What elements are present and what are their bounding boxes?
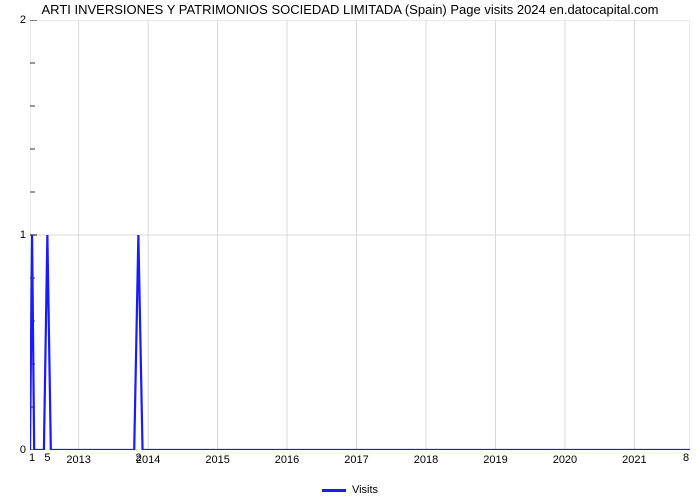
- xtick-label: 2016: [275, 454, 299, 466]
- xtick-label: 2015: [205, 454, 229, 466]
- xtick-label: 2020: [553, 454, 577, 466]
- overlay-value-label: 8: [683, 452, 689, 464]
- overlay-value-label: 2: [135, 452, 141, 464]
- overlay-value-label: 5: [44, 452, 50, 464]
- chart-svg: [30, 20, 690, 450]
- legend-label: Visits: [352, 484, 378, 496]
- xtick-label: 2017: [344, 454, 368, 466]
- xtick-label: 2021: [622, 454, 646, 466]
- plot-area: [30, 20, 690, 450]
- ytick-label: 0: [20, 444, 26, 456]
- xtick-label: 2013: [66, 454, 90, 466]
- ytick-label: 2: [20, 14, 26, 26]
- xtick-label: 2019: [483, 454, 507, 466]
- xtick-label: 2018: [414, 454, 438, 466]
- legend-swatch: [322, 489, 346, 492]
- overlay-value-label: 1: [29, 452, 35, 464]
- chart-container: ARTI INVERSIONES Y PATRIMONIOS SOCIEDAD …: [0, 0, 700, 500]
- chart-title: ARTI INVERSIONES Y PATRIMONIOS SOCIEDAD …: [0, 2, 700, 17]
- ytick-label: 1: [20, 229, 26, 241]
- legend: Visits: [0, 484, 700, 496]
